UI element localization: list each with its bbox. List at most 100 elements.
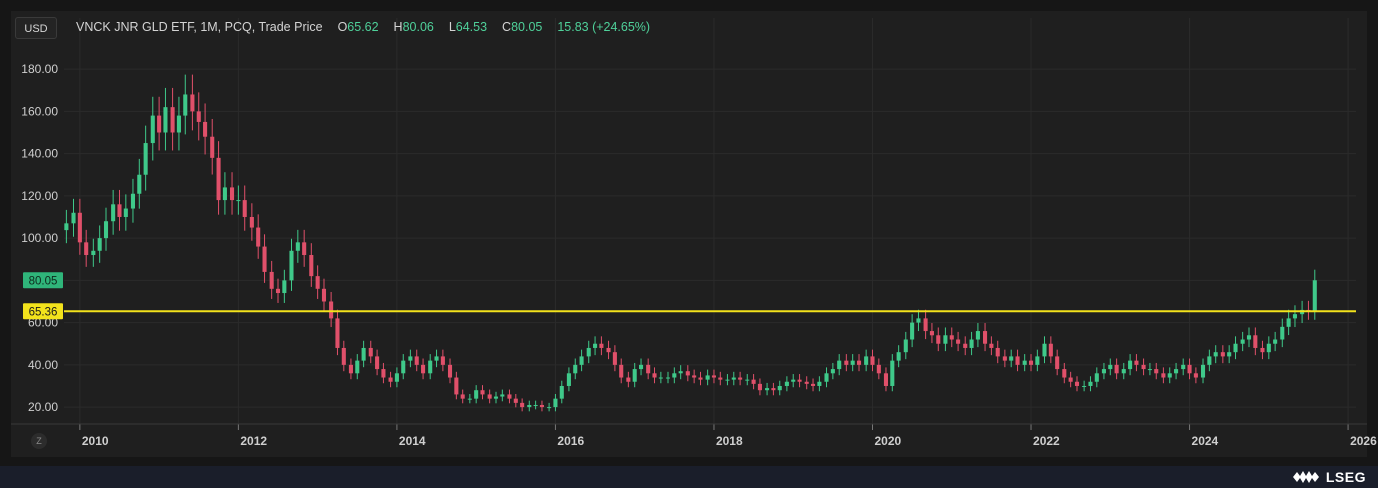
candle-body bbox=[513, 398, 518, 403]
candle-body bbox=[573, 364, 578, 374]
candle-body bbox=[493, 396, 499, 399]
candle-body bbox=[1273, 339, 1278, 344]
candle-body bbox=[190, 94, 195, 112]
candle-body bbox=[421, 364, 426, 374]
reset-zoom-button[interactable]: Z bbox=[31, 433, 47, 449]
candle-body bbox=[1009, 356, 1014, 361]
candle-body bbox=[995, 347, 1000, 357]
candle-body bbox=[269, 271, 274, 289]
candle-body bbox=[137, 174, 142, 194]
candle-body bbox=[163, 107, 168, 133]
candle-body bbox=[943, 335, 948, 344]
candle-body bbox=[771, 388, 776, 391]
x-tick-label: 2012 bbox=[240, 434, 267, 448]
last-price-label: 80.05 bbox=[29, 275, 58, 287]
candle-body bbox=[692, 375, 697, 378]
candle-body bbox=[1101, 369, 1106, 374]
candle-body bbox=[883, 373, 889, 386]
y-tick-label: 160.00 bbox=[21, 104, 58, 118]
candle-body bbox=[1042, 343, 1047, 357]
candle-body bbox=[1121, 369, 1126, 374]
candle-body bbox=[539, 404, 545, 408]
candle-body bbox=[302, 242, 307, 256]
y-tick-label: 120.00 bbox=[21, 189, 58, 203]
candle-body bbox=[969, 339, 974, 348]
candle-body bbox=[1154, 369, 1159, 374]
candle-body bbox=[1028, 360, 1034, 365]
x-tick-label: 2026 bbox=[1350, 434, 1377, 448]
candle-body bbox=[1022, 360, 1027, 365]
candle-body bbox=[321, 288, 327, 302]
candle-body bbox=[1128, 360, 1133, 370]
candle-body bbox=[262, 246, 267, 272]
candle-body bbox=[698, 377, 703, 380]
change-value: 15.83 (+24.65%) bbox=[557, 20, 651, 34]
candle-body bbox=[936, 335, 941, 344]
candle-body bbox=[157, 115, 162, 133]
candle-body bbox=[242, 200, 247, 217]
x-tick-label: 2024 bbox=[1192, 434, 1219, 448]
candle-body bbox=[355, 360, 360, 374]
candle-body bbox=[216, 157, 221, 201]
candle-body bbox=[652, 373, 657, 378]
x-tick-label: 2022 bbox=[1033, 434, 1060, 448]
candle-body bbox=[210, 136, 215, 158]
candle-body bbox=[487, 394, 492, 399]
candle-body bbox=[1181, 364, 1186, 370]
candle-body bbox=[864, 356, 869, 365]
low-value: 64.53 bbox=[455, 20, 488, 34]
candle-body bbox=[784, 381, 789, 386]
candle-body bbox=[745, 379, 750, 381]
footer-bar bbox=[0, 466, 1378, 488]
candle-body bbox=[408, 356, 413, 361]
candle-body bbox=[388, 377, 393, 382]
candle-body bbox=[401, 360, 406, 374]
currency-selector[interactable]: USD bbox=[15, 17, 57, 39]
candle-body bbox=[989, 343, 994, 348]
candle-body bbox=[956, 339, 961, 344]
candle-body bbox=[454, 377, 459, 395]
candle-body bbox=[1048, 343, 1053, 357]
candle-body bbox=[394, 373, 399, 382]
candle-body bbox=[111, 204, 116, 222]
candle-body bbox=[474, 390, 479, 399]
candle-body bbox=[1062, 369, 1067, 378]
candle-body bbox=[289, 250, 294, 281]
candle-body bbox=[123, 208, 128, 217]
candle-body bbox=[672, 373, 677, 378]
open-value: 65.62 bbox=[347, 20, 379, 34]
candle-body bbox=[876, 364, 881, 374]
candle-body bbox=[256, 227, 261, 247]
candle-body bbox=[315, 276, 320, 289]
candle-body bbox=[447, 364, 453, 378]
candle-body bbox=[1227, 352, 1232, 357]
logo-text: LSEG bbox=[1325, 469, 1366, 485]
candle-body bbox=[870, 356, 875, 365]
candle-body bbox=[130, 193, 135, 209]
candle-body bbox=[460, 394, 465, 399]
candle-body bbox=[143, 143, 148, 175]
candle-body bbox=[765, 388, 770, 391]
open-label: O bbox=[337, 20, 348, 34]
candle-body bbox=[97, 238, 102, 251]
candle-body bbox=[1002, 356, 1007, 361]
candle-body bbox=[896, 352, 901, 361]
candle-body bbox=[507, 394, 512, 399]
candle-body bbox=[579, 356, 584, 365]
candle-body bbox=[1260, 347, 1265, 353]
candle-body bbox=[229, 187, 235, 201]
candle-body bbox=[777, 385, 782, 391]
y-tick-label: 140.00 bbox=[21, 147, 58, 161]
candle-body bbox=[467, 398, 472, 400]
candle-body bbox=[751, 379, 756, 384]
candlestick-chart[interactable]: 180.00160.00140.00120.00100.0080.0060.00… bbox=[0, 0, 1378, 466]
low-label: L bbox=[448, 20, 456, 34]
y-tick-label: 20.00 bbox=[28, 400, 58, 414]
y-tick-label: 100.00 bbox=[21, 231, 58, 245]
candle-body bbox=[1161, 373, 1166, 378]
candle-body bbox=[916, 318, 921, 323]
candle-body bbox=[923, 318, 928, 332]
candle-body bbox=[520, 402, 525, 408]
candle-body bbox=[176, 115, 181, 133]
candle-body bbox=[678, 371, 683, 374]
